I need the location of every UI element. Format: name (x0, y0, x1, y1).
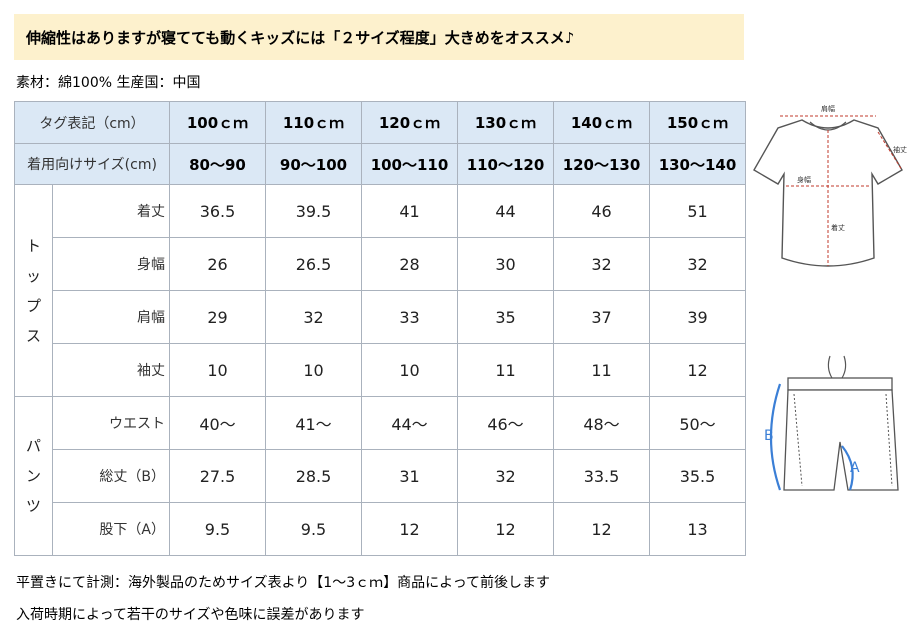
tag-size-label: タグ表記（cm） (14, 101, 170, 144)
banner-text: 伸縮性はありますが寝てても動くキッズには「２サイズ程度」大きめをオススメ♪ (26, 28, 575, 47)
table-cell: 10 (361, 343, 458, 397)
table-cell: 32 (457, 449, 554, 503)
table-cell: 12 (649, 343, 746, 397)
fit-size-value: 90〜100 (265, 143, 362, 185)
length-label: 着丈 (831, 223, 845, 232)
tag-size-row: タグ表記（cm） 100ｃｍ 110ｃｍ 120ｃｍ 130ｃｍ 140ｃｍ 1… (14, 101, 746, 144)
row-label: ウエスト (52, 396, 170, 450)
shorts-diagram: B A (764, 355, 899, 491)
size-header: 100ｃｍ (169, 101, 266, 144)
fit-size-row: 着用向けサイズ(cm) 80〜90 90〜100 100〜110 110〜120… (14, 143, 746, 185)
inseam-arrow (841, 445, 854, 491)
table-row: パンツ ウエスト 40〜 41〜 44〜 46〜 48〜 50〜 (14, 396, 746, 556)
size-header: 110ｃｍ (265, 101, 362, 144)
table-cell: 26.5 (265, 237, 362, 291)
recommendation-banner: 伸縮性はありますが寝てても動くキッズには「２サイズ程度」大きめをオススメ♪ (14, 14, 744, 60)
table-row: 肩幅 29 32 33 35 37 39 (15, 290, 746, 344)
table-cell: 32 (265, 290, 362, 344)
table-cell: 39 (649, 290, 746, 344)
drawstring (827, 355, 847, 379)
table-cell: 39.5 (265, 184, 362, 238)
table-cell: 44〜 (361, 396, 458, 450)
table-cell: 46〜 (457, 396, 554, 450)
size-header: 130ｃｍ (457, 101, 554, 144)
fit-size-value: 100〜110 (361, 143, 458, 185)
table-cell: 27.5 (169, 449, 266, 503)
row-label: 股下（A） (52, 502, 170, 556)
row-label: 袖丈 (52, 343, 170, 397)
table-cell: 48〜 (553, 396, 650, 450)
table-cell: 35 (457, 290, 554, 344)
table-cell: 30 (457, 237, 554, 291)
variation-note: 入荷時期によって若干のサイズや色味に誤差があります (16, 607, 365, 623)
table-cell: 32 (553, 237, 650, 291)
pants-group-label: パンツ (14, 396, 53, 556)
side-seam-right (885, 393, 893, 487)
table-cell: 28.5 (265, 449, 362, 503)
table-cell: 40〜 (169, 396, 266, 450)
fit-size-value: 80〜90 (169, 143, 266, 185)
table-cell: 46 (553, 184, 650, 238)
material-info: 素材：綿100% 生産国：中国 (16, 75, 201, 91)
chest-label: 身幅 (797, 175, 811, 184)
table-row: 総丈（B） 27.5 28.5 31 32 33.5 35.5 (15, 449, 746, 503)
table-cell: 12 (457, 502, 554, 556)
row-label: 肩幅 (52, 290, 170, 344)
fit-size-value: 120〜130 (553, 143, 650, 185)
table-cell: 26 (169, 237, 266, 291)
table-cell: 41〜 (265, 396, 362, 450)
table-cell: 9.5 (265, 502, 362, 556)
table-cell: 11 (457, 343, 554, 397)
shoulder-label: 肩幅 (821, 104, 835, 113)
tops-group-label: トップス (14, 184, 53, 397)
table-cell: 9.5 (169, 502, 266, 556)
table-row: 股下（A） 9.5 9.5 12 12 12 13 (15, 502, 746, 556)
size-chart-table: タグ表記（cm） 100ｃｍ 110ｃｍ 120ｃｍ 130ｃｍ 140ｃｍ 1… (14, 101, 746, 556)
table-cell: 37 (553, 290, 650, 344)
table-row: 身幅 26 26.5 28 30 32 32 (15, 237, 746, 291)
table-cell: 28 (361, 237, 458, 291)
waistband (787, 377, 893, 391)
fit-size-value: 110〜120 (457, 143, 554, 185)
row-label: 着丈 (52, 184, 170, 238)
table-cell: 36.5 (169, 184, 266, 238)
table-cell: 29 (169, 290, 266, 344)
table-cell: 41 (361, 184, 458, 238)
size-header: 120ｃｍ (361, 101, 458, 144)
table-cell: 33 (361, 290, 458, 344)
sleeve-arrow (877, 131, 903, 171)
table-cell: 31 (361, 449, 458, 503)
table-cell: 12 (553, 502, 650, 556)
size-header: 150ｃｍ (649, 101, 746, 144)
fit-size-value: 130〜140 (649, 143, 746, 185)
side-seam-left (793, 393, 803, 487)
sleeve-label: 袖丈 (893, 145, 907, 154)
tshirt-diagram: 肩幅 袖丈 身幅 着丈 (753, 104, 907, 267)
table-cell: 10 (265, 343, 362, 397)
table-row: トップス 着丈 36.5 39.5 41 44 46 51 (14, 184, 746, 397)
row-label: 身幅 (52, 237, 170, 291)
total-length-label: B (764, 428, 774, 444)
table-cell: 51 (649, 184, 746, 238)
size-header: 140ｃｍ (553, 101, 650, 144)
total-length-arrow (769, 383, 782, 491)
measurement-note: 平置きにて計測：海外製品のためサイズ表より【1〜3ｃｍ】商品によって前後します (16, 575, 550, 591)
table-cell: 35.5 (649, 449, 746, 503)
row-label: 総丈（B） (52, 449, 170, 503)
table-cell: 32 (649, 237, 746, 291)
table-cell: 33.5 (553, 449, 650, 503)
table-cell: 50〜 (649, 396, 746, 450)
table-cell: 11 (553, 343, 650, 397)
fit-size-label: 着用向けサイズ(cm) (14, 143, 170, 185)
shorts-outline (783, 389, 899, 491)
table-cell: 10 (169, 343, 266, 397)
table-row: 袖丈 10 10 10 11 11 12 (15, 343, 746, 397)
table-cell: 12 (361, 502, 458, 556)
inseam-label: A (850, 460, 860, 476)
table-cell: 44 (457, 184, 554, 238)
table-cell: 13 (649, 502, 746, 556)
